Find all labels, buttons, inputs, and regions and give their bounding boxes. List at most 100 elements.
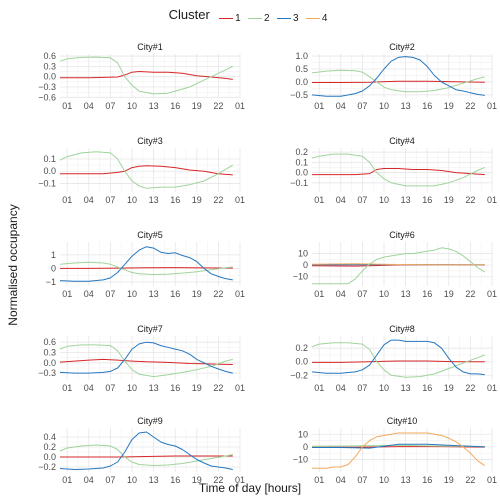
legend-item-1: 1 — [219, 13, 241, 24]
x-tick-label: 19 — [192, 289, 202, 299]
panel-title: City#8 — [389, 324, 415, 334]
series-line-cluster-2 — [59, 261, 233, 275]
series-line-cluster-1 — [60, 455, 233, 458]
series-line-cluster-2 — [311, 342, 485, 378]
panel-7: City#7 −0.30.00.30.6 01 04 07 10 13 16 19 22 01 — [38, 324, 245, 393]
x-tick-label: 07 — [105, 195, 115, 205]
x-tick-label: 19 — [192, 383, 202, 393]
x-tick-label: 01 — [62, 383, 72, 393]
x-tick-label: 04 — [336, 195, 346, 205]
x-tick-label: 13 — [401, 101, 411, 111]
y-tick-label: 0.6 — [43, 51, 56, 61]
y-tick-label: 0.1 — [43, 154, 56, 164]
x-tick-label: 22 — [465, 195, 475, 205]
y-tick-label: −1 — [46, 277, 56, 287]
legend-item-3: 3 — [276, 13, 299, 24]
series-line-cluster-3 — [312, 443, 485, 449]
x-tick-label: 19 — [444, 101, 454, 111]
y-tick-label: 0 — [303, 442, 308, 452]
x-tick-label: 19 — [192, 195, 202, 205]
x-tick-label: 16 — [170, 195, 180, 205]
x-tick-label: 04 — [84, 289, 94, 299]
x-tick-label: 22 — [213, 383, 223, 393]
x-tick-label: 01 — [487, 289, 497, 299]
x-tick-label: 19 — [192, 101, 202, 111]
x-tick-label: 10 — [127, 289, 137, 299]
panel-title: City#3 — [137, 136, 163, 146]
x-tick-label: 16 — [170, 475, 180, 485]
x-tick-label: 16 — [422, 101, 432, 111]
x-tick-label: 01 — [314, 475, 324, 485]
y-tick-label: 0.2 — [43, 442, 56, 452]
x-tick-label: 22 — [465, 289, 475, 299]
y-tick-label: −10 — [293, 272, 308, 282]
x-tick-label: 07 — [357, 475, 367, 485]
legend-label-1: 1 — [235, 13, 241, 24]
series-line-cluster-3 — [311, 339, 485, 376]
series-line-cluster-2 — [59, 151, 234, 189]
y-tick-label: 0.1 — [295, 157, 308, 167]
x-axis-title: Time of day [hours] — [199, 481, 301, 495]
y-tick-label: −0.3 — [38, 368, 56, 378]
x-tick-label: 01 — [235, 383, 245, 393]
x-tick-label: 04 — [84, 383, 94, 393]
x-tick-label: 13 — [149, 101, 159, 111]
x-tick-label: 01 — [62, 101, 72, 111]
x-tick-label: 22 — [213, 289, 223, 299]
series-line-cluster-1 — [59, 358, 233, 365]
x-tick-label: 16 — [422, 289, 432, 299]
panel-title: City#7 — [137, 324, 163, 334]
x-tick-label: 16 — [422, 475, 432, 485]
x-tick-label: 07 — [357, 195, 367, 205]
x-tick-label: 10 — [127, 195, 137, 205]
x-tick-label: 07 — [357, 101, 367, 111]
y-tick-label: 0.2 — [295, 147, 308, 157]
y-tick-label: 1 — [51, 250, 56, 260]
x-tick-label: 16 — [422, 383, 432, 393]
panel-title: City#9 — [137, 416, 163, 426]
x-tick-label: 01 — [314, 383, 324, 393]
legend-item-2: 2 — [248, 13, 270, 24]
x-tick-label: 01 — [487, 383, 497, 393]
x-tick-label: 10 — [379, 101, 389, 111]
y-tick-label: 0.5 — [295, 64, 308, 74]
x-tick-label: 04 — [84, 195, 94, 205]
x-tick-label: 13 — [401, 289, 411, 299]
legend-label-2: 2 — [264, 13, 270, 24]
y-tick-label: −10 — [293, 454, 308, 464]
x-tick-label: 16 — [170, 289, 180, 299]
panel-title: City#4 — [389, 136, 415, 146]
x-tick-label: 01 — [62, 475, 72, 485]
x-tick-label: 01 — [487, 475, 497, 485]
series-line-cluster-1 — [60, 165, 233, 176]
y-tick-label: 0.0 — [43, 358, 56, 368]
x-tick-label: 13 — [401, 383, 411, 393]
x-tick-label: 10 — [379, 289, 389, 299]
panel-10: City#10 −10 0 10 01 04 07 10 13 16 19 22 01 — [293, 416, 497, 485]
y-tick-label: 0.3 — [43, 348, 56, 358]
series-line-cluster-2 — [311, 444, 485, 447]
y-tick-label: 0 — [51, 263, 56, 273]
y-tick-label: 0.0 — [43, 72, 56, 82]
panel-title: City#5 — [137, 230, 163, 240]
x-tick-label: 16 — [422, 195, 432, 205]
x-tick-label: 07 — [357, 289, 367, 299]
x-tick-label: 13 — [149, 383, 159, 393]
panel-background — [60, 242, 240, 286]
x-tick-label: 01 — [235, 101, 245, 111]
panel-4: City#4 −0.10.00.10.2 01 04 07 10 13 16 19 22 01 — [290, 136, 497, 205]
x-tick-label: 22 — [213, 475, 223, 485]
x-tick-label: 04 — [84, 101, 94, 111]
x-tick-label: 13 — [401, 475, 411, 485]
x-tick-label: 22 — [465, 383, 475, 393]
legend-item-4: 4 — [305, 13, 328, 24]
panel-background — [60, 428, 240, 472]
legend-label-4: 4 — [321, 13, 328, 24]
y-tick-label: 0.0 — [43, 166, 56, 176]
series-line-cluster-4 — [312, 432, 486, 469]
y-tick-label: 0.0 — [295, 168, 308, 178]
panel-title: City#2 — [389, 42, 415, 52]
